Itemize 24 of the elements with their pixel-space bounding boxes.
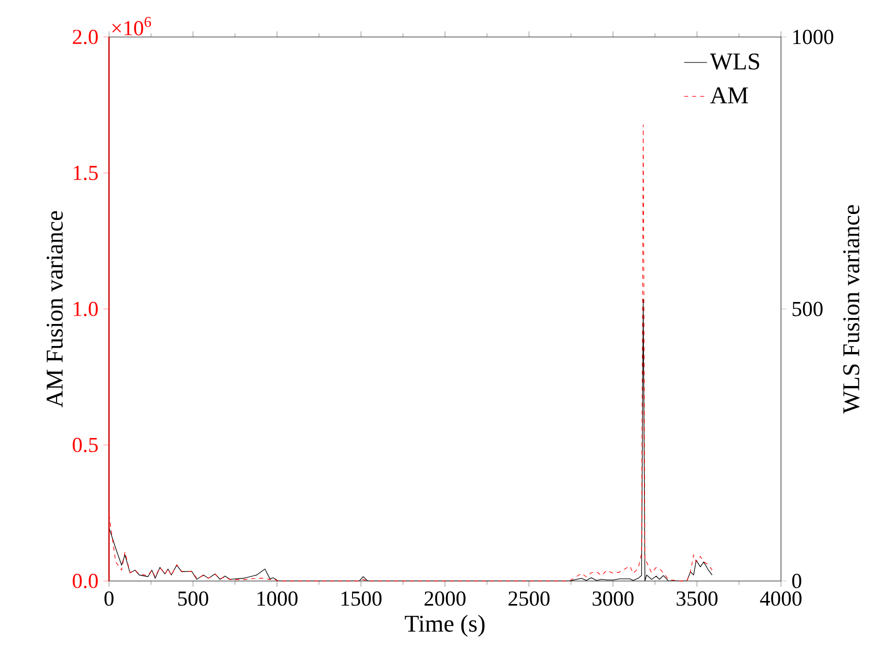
y2-tick-label: 500 — [792, 302, 823, 316]
y-tick-label: 0.0 — [72, 574, 98, 588]
y-tick-label: 1.5 — [74, 166, 98, 180]
x-tick-label: 3500 — [676, 591, 718, 606]
y-tick-label: 2.0 — [72, 30, 98, 44]
legend-label: AM — [710, 87, 748, 104]
x-tick-label: 2500 — [508, 591, 550, 606]
text: ×10$^{6}$ — [112, 16, 151, 36]
x-tick-label: 4000 — [760, 591, 802, 606]
y2-axis-title: WLS Fusion variance — [843, 205, 860, 414]
y2-tick-label: 1000 — [793, 30, 834, 44]
y-tick-label: 1.0 — [74, 302, 98, 316]
x-axis-title: Time (s) — [404, 614, 485, 637]
y-axis-title: AM Fusion variance — [46, 211, 63, 408]
y2-tick-label: 0 — [792, 574, 802, 588]
x-tick-label: 0 — [104, 591, 114, 606]
line-series — [108, 124, 712, 582]
x-tick-label: 500 — [178, 591, 208, 606]
y-tick-label: 0.5 — [72, 438, 98, 452]
x-tick-label: 1500 — [342, 591, 382, 606]
legend-label: WLS — [710, 53, 760, 70]
x-tick-label: 3000 — [592, 591, 634, 606]
x-tick-label: 1000 — [258, 591, 298, 606]
x-tick-label: 2000 — [424, 591, 466, 606]
